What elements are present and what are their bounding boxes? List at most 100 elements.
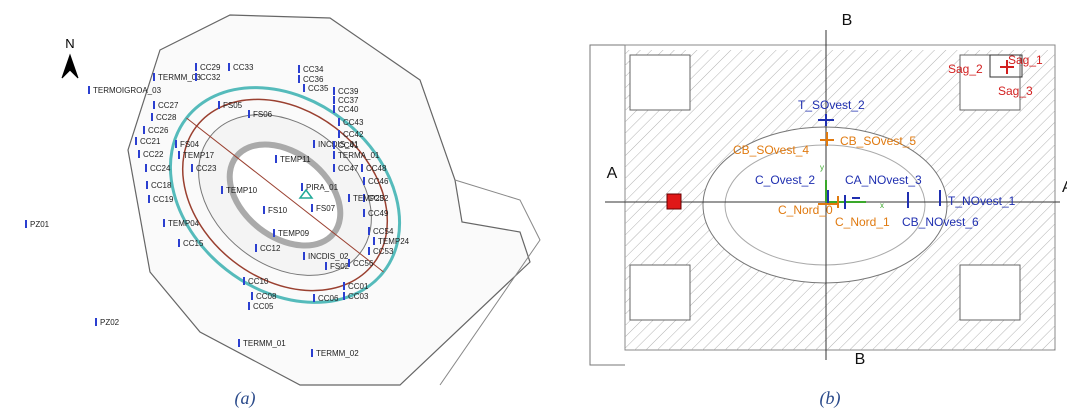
sensor-label: C_Nord_0 — [778, 203, 833, 217]
sensor-label: CA_NOvest_3 — [845, 173, 922, 187]
sensor-label: TEMP11 — [280, 155, 311, 164]
sensor-marker — [178, 151, 180, 159]
sensor-marks — [818, 60, 1014, 209]
sensor-label: FS04 — [180, 140, 200, 149]
sensor-label: CC34 — [303, 65, 324, 74]
panel-b: B B A A y x Sag_2 Sag_1 Sag_3 T_SOvest_2 CB_… — [589, 12, 1067, 409]
sensor-label: C_Ovest_2 — [755, 173, 815, 187]
sensor-label: PZ02 — [100, 318, 120, 327]
sensor-label: CC26 — [148, 126, 169, 135]
sensor-marker — [178, 239, 180, 247]
sensor-marker — [363, 177, 365, 185]
sensor-label: FS02 — [330, 262, 350, 271]
sensor-marker — [146, 181, 148, 189]
site-line — [439, 179, 541, 386]
sensor-label: CC06 — [318, 294, 339, 303]
sensor-marker — [373, 237, 375, 245]
sensor-marker — [243, 277, 245, 285]
sensor-label: CC43 — [343, 118, 364, 127]
sensor-marker — [301, 183, 303, 191]
sensor-marker — [153, 101, 155, 109]
sensor-marker — [363, 209, 365, 217]
sensor-label: CC40 — [338, 105, 359, 114]
sensor-marker — [95, 318, 97, 326]
sensor-marker — [333, 105, 335, 113]
sensor-label: CC22 — [143, 150, 164, 159]
sensor-label: CC01 — [348, 282, 369, 291]
sensor-marker — [338, 118, 340, 126]
sensor-marker — [303, 252, 305, 260]
frame — [589, 44, 625, 366]
sensor-marker — [195, 63, 197, 71]
sensor-marker — [153, 73, 155, 81]
sensor-label: CC32 — [200, 73, 221, 82]
sensor-label: INCDIS_01 — [318, 140, 359, 149]
sensor-label: Sag_2 — [948, 62, 983, 76]
sensor-label: TEMP24 — [378, 237, 410, 246]
sensor-label: INCDIS_02 — [308, 252, 349, 261]
caption: (b) — [820, 388, 841, 409]
sensor-marker — [333, 87, 335, 95]
sensor-marker — [88, 86, 90, 94]
sensor-label: Sag_1 — [1008, 53, 1043, 67]
sensor-label: CC21 — [140, 137, 161, 146]
sensor-marker — [348, 259, 350, 267]
sensor-marker — [338, 130, 340, 138]
sensor-marker — [255, 244, 257, 252]
sensor-marker — [343, 282, 345, 290]
caption: (a) — [235, 388, 256, 409]
sensor-marker — [248, 302, 250, 310]
sensor-marker — [221, 186, 223, 194]
sensor-label: PIRA_01 — [306, 183, 339, 192]
sensor-label: CC52 — [368, 194, 389, 203]
sensor-marker — [238, 339, 240, 347]
sensor-label: CC49 — [368, 209, 389, 218]
sensor-marker — [218, 101, 220, 109]
sensor-label: CC27 — [158, 101, 179, 110]
sensor-label: FS10 — [268, 206, 288, 215]
section-label: B — [842, 12, 853, 29]
origin-marker — [298, 188, 314, 199]
sensor-label: CB_SOvest_4 — [733, 143, 809, 157]
arena — [168, 86, 402, 304]
sensor-label: CC03 — [348, 292, 369, 301]
section-label: A — [1062, 179, 1067, 196]
sensor-marker — [151, 113, 153, 121]
red-block — [666, 193, 682, 210]
sensor-label: FS07 — [316, 204, 336, 213]
arena-inner — [724, 144, 926, 266]
sensor-marker — [333, 164, 335, 172]
sensor-marker — [138, 150, 140, 158]
sensor-label: CC12 — [260, 244, 281, 253]
sensor-label: TERMA_01 — [338, 151, 380, 160]
sensor-label: CC53 — [373, 247, 394, 256]
sensor-marker — [325, 262, 327, 270]
sensor-marker — [175, 140, 177, 148]
sensor-marker — [311, 349, 313, 357]
sensor-label: TEMP17 — [183, 151, 215, 160]
sensor-marker — [313, 294, 315, 302]
sensor-marker — [251, 292, 253, 300]
sensor-marker — [298, 65, 300, 73]
sensor-marker — [303, 84, 305, 92]
sensor-label: TEMP23 — [353, 194, 385, 203]
sensor-label: CC41 — [338, 141, 359, 150]
sensor-marker — [298, 75, 300, 83]
sensor-label: CC47 — [338, 164, 359, 173]
sensor-marker — [195, 73, 197, 81]
sensor-label: CB_SOvest_5 — [840, 134, 916, 148]
sensor-label: TEMP09 — [278, 229, 310, 238]
sensor-label: CC05 — [253, 302, 274, 311]
sensor-label: CC19 — [153, 195, 174, 204]
sensor-label: CC42 — [343, 130, 364, 139]
sensor-marker — [263, 206, 265, 214]
sensor-marker — [228, 63, 230, 71]
section-label: A — [607, 165, 618, 182]
sensor-marker — [275, 155, 277, 163]
sensor-label: CC15 — [183, 239, 204, 248]
sensor-label: CC48 — [366, 164, 387, 173]
sensor-label: CC28 — [156, 113, 177, 122]
sensor-label: CC36 — [303, 75, 324, 84]
sensor-label: TERMM_01 — [243, 339, 286, 348]
